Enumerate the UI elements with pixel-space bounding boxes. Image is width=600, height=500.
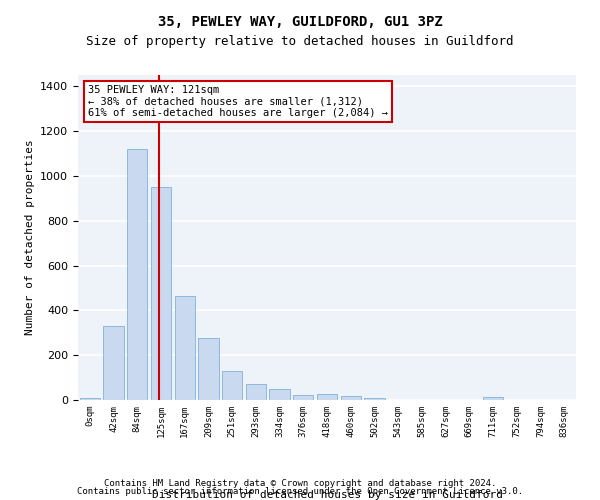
Y-axis label: Number of detached properties: Number of detached properties <box>25 140 35 336</box>
Bar <box>199 338 218 400</box>
Bar <box>151 187 171 400</box>
Bar <box>246 384 266 400</box>
Bar <box>103 326 124 400</box>
Bar <box>127 149 148 400</box>
Bar <box>80 398 100 400</box>
Bar <box>341 396 361 400</box>
Bar <box>222 371 242 400</box>
Bar <box>293 395 313 400</box>
Bar <box>175 296 195 400</box>
Text: Contains HM Land Registry data © Crown copyright and database right 2024.: Contains HM Land Registry data © Crown c… <box>104 478 496 488</box>
Text: Contains public sector information licensed under the Open Government Licence v3: Contains public sector information licen… <box>77 487 523 496</box>
Text: 35, PEWLEY WAY, GUILDFORD, GU1 3PZ: 35, PEWLEY WAY, GUILDFORD, GU1 3PZ <box>158 15 442 29</box>
Bar <box>317 394 337 400</box>
Bar <box>269 389 290 400</box>
Text: 35 PEWLEY WAY: 121sqm
← 38% of detached houses are smaller (1,312)
61% of semi-d: 35 PEWLEY WAY: 121sqm ← 38% of detached … <box>88 84 388 118</box>
Bar <box>483 396 503 400</box>
X-axis label: Distribution of detached houses by size in Guildford: Distribution of detached houses by size … <box>151 490 503 500</box>
Bar <box>364 398 385 400</box>
Text: Size of property relative to detached houses in Guildford: Size of property relative to detached ho… <box>86 35 514 48</box>
